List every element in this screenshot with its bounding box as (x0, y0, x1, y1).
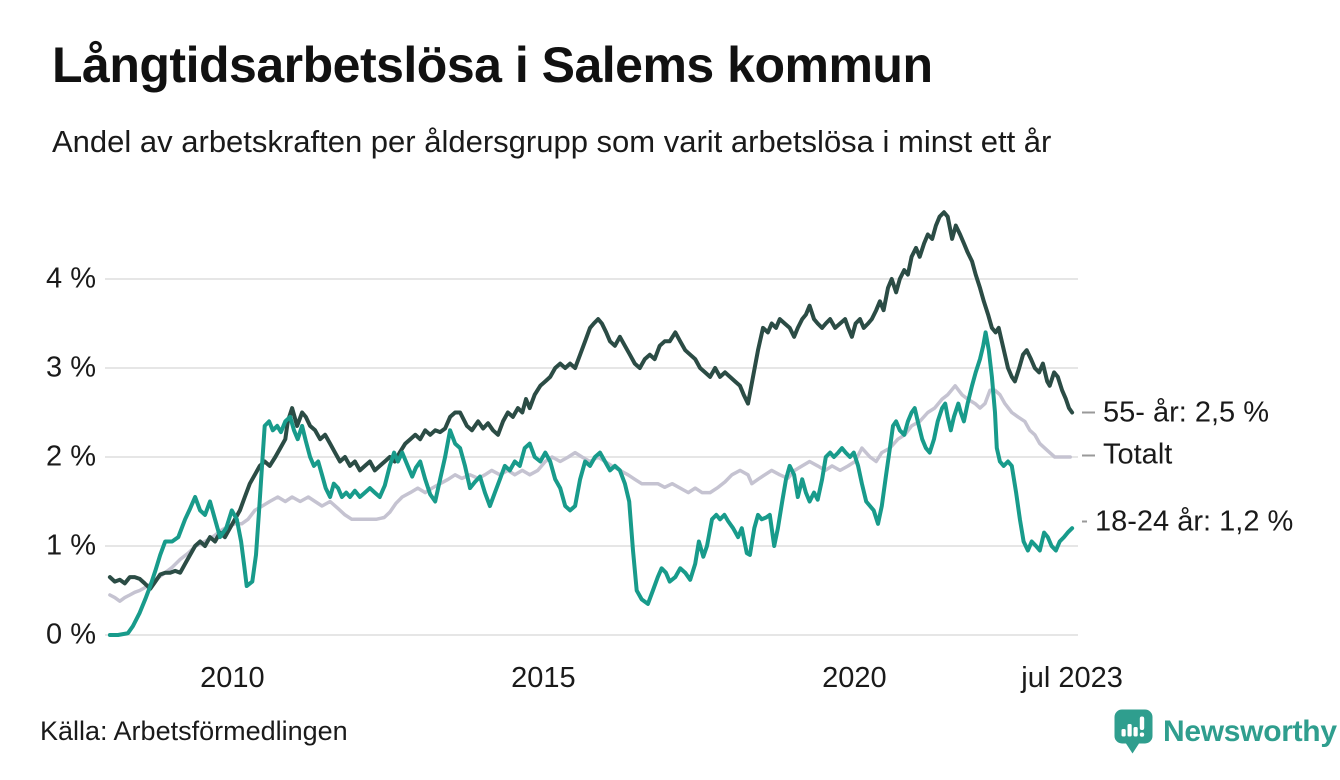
leader-dash (1082, 411, 1095, 414)
series-end-label-totalt: Totalt (1082, 439, 1172, 472)
newsworthy-logo: Newsworthy (1113, 708, 1337, 755)
series-line-18-24-ar (107, 330, 1075, 637)
x-tick-label: jul 2023 (1021, 662, 1123, 694)
chart-subtitle: Andel av arbetskraften per åldersgrupp s… (52, 124, 1052, 159)
series-end-label-55-ar: 55- år: 2,5 % (1082, 396, 1269, 429)
series-line-55-ar (107, 210, 1075, 591)
newsworthy-logo-icon (1114, 709, 1153, 754)
series-end-label-text: 18-24 år: 1,2 % (1095, 505, 1294, 538)
y-tick-label: 0 % (46, 618, 96, 651)
leader-dash (1082, 520, 1087, 523)
series-end-label-text: 55- år: 2,5 % (1103, 396, 1270, 428)
y-tick-label: 1 % (46, 529, 96, 562)
x-tick-label: 2015 (511, 662, 576, 694)
series-end-label-text: Totalt (1103, 438, 1173, 471)
x-tick-label: 2010 (200, 662, 265, 694)
newsworthy-logo-text: Newsworthy (1163, 714, 1337, 748)
x-tick-label: 2020 (822, 662, 887, 694)
series-end-label-18-24-ar: 18-24 år: 1,2 % (1082, 505, 1293, 538)
y-tick-label: 4 % (46, 262, 96, 295)
leader-dash (1082, 454, 1095, 457)
y-tick-label: 3 % (46, 351, 96, 384)
y-tick-label: 2 % (46, 440, 96, 473)
source-note: Källa: Arbetsförmedlingen (40, 716, 348, 746)
chart-title: Långtidsarbetslösa i Salems kommun (52, 37, 933, 93)
